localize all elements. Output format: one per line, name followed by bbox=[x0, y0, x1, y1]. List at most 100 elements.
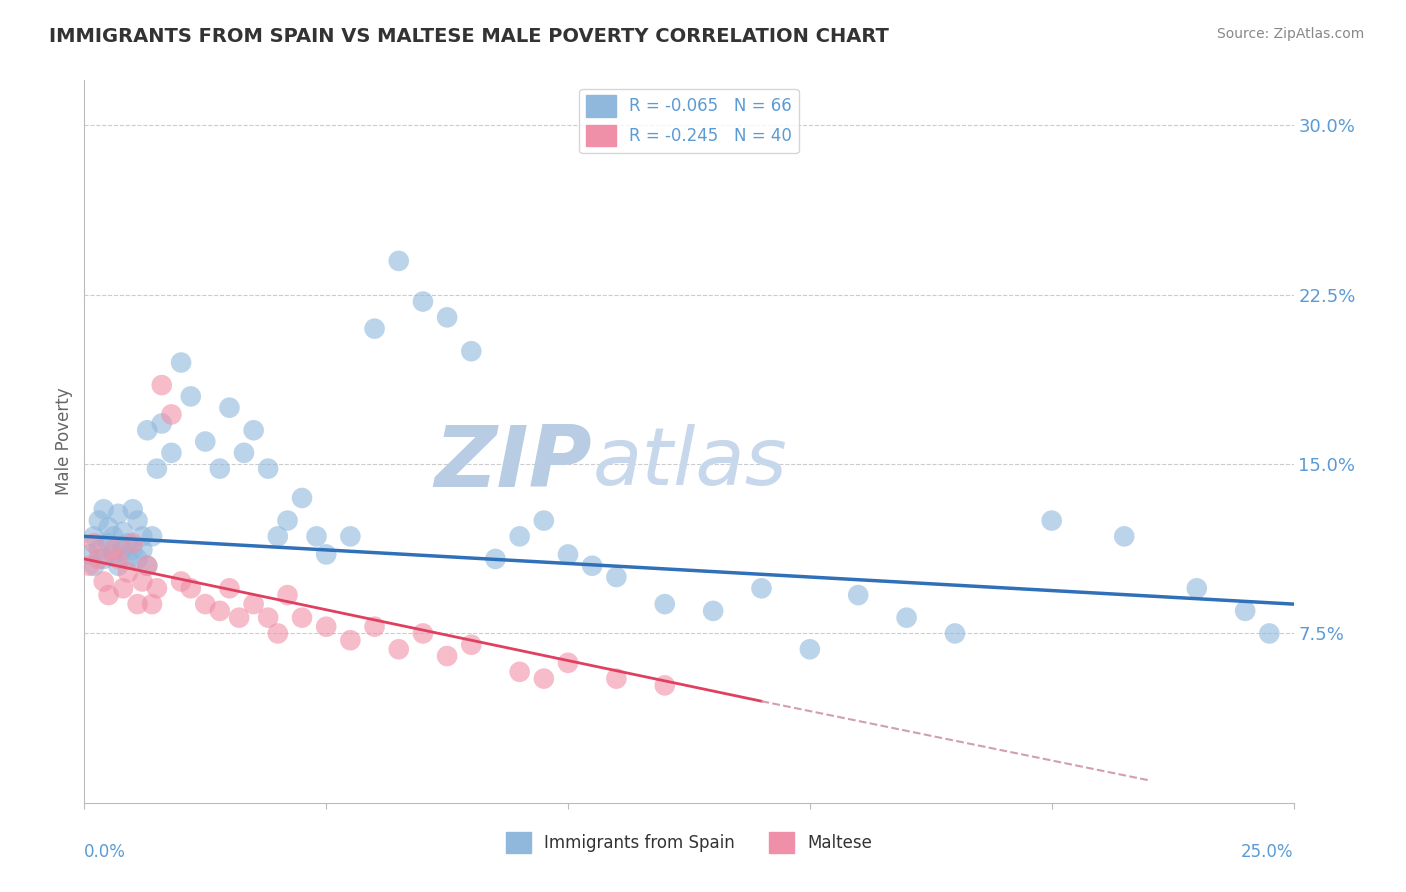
Point bbox=[103, 542, 125, 557]
Point bbox=[131, 542, 153, 557]
Point bbox=[150, 417, 173, 431]
Point bbox=[242, 423, 264, 437]
Point bbox=[83, 558, 105, 573]
Point bbox=[218, 401, 240, 415]
Point bbox=[605, 672, 627, 686]
Point bbox=[194, 434, 217, 449]
Point bbox=[557, 548, 579, 562]
Point bbox=[291, 491, 314, 505]
Point bbox=[315, 548, 337, 562]
Point bbox=[751, 582, 773, 596]
Point bbox=[509, 529, 531, 543]
Text: 25.0%: 25.0% bbox=[1241, 843, 1294, 861]
Point bbox=[93, 502, 115, 516]
Point bbox=[103, 548, 125, 562]
Point bbox=[97, 520, 120, 534]
Point bbox=[484, 552, 506, 566]
Point bbox=[436, 310, 458, 325]
Point bbox=[388, 253, 411, 268]
Point bbox=[315, 620, 337, 634]
Point bbox=[150, 378, 173, 392]
Point bbox=[1040, 514, 1063, 528]
Point bbox=[654, 597, 676, 611]
Point bbox=[127, 597, 149, 611]
Point bbox=[267, 529, 290, 543]
Point bbox=[117, 566, 139, 580]
Text: Source: ZipAtlas.com: Source: ZipAtlas.com bbox=[1216, 27, 1364, 41]
Point bbox=[436, 648, 458, 663]
Point bbox=[160, 446, 183, 460]
Point bbox=[112, 542, 135, 557]
Point bbox=[87, 542, 110, 557]
Point bbox=[127, 552, 149, 566]
Point bbox=[218, 582, 240, 596]
Point bbox=[228, 610, 250, 624]
Point bbox=[141, 529, 163, 543]
Text: ZIP: ZIP bbox=[434, 422, 592, 505]
Point bbox=[160, 408, 183, 422]
Point bbox=[93, 552, 115, 566]
Point bbox=[112, 524, 135, 539]
Point bbox=[112, 582, 135, 596]
Point bbox=[242, 597, 264, 611]
Point bbox=[131, 529, 153, 543]
Point bbox=[208, 461, 231, 475]
Point bbox=[146, 461, 169, 475]
Point bbox=[943, 626, 966, 640]
Point bbox=[257, 610, 280, 624]
Point bbox=[412, 626, 434, 640]
Point bbox=[107, 507, 129, 521]
Point bbox=[77, 548, 100, 562]
Point bbox=[412, 294, 434, 309]
Point bbox=[141, 597, 163, 611]
Point bbox=[581, 558, 603, 573]
Point bbox=[83, 536, 105, 550]
Point bbox=[509, 665, 531, 679]
Point bbox=[146, 582, 169, 596]
Point bbox=[121, 502, 143, 516]
Point bbox=[799, 642, 821, 657]
Point bbox=[208, 604, 231, 618]
Point bbox=[1258, 626, 1281, 640]
Text: atlas: atlas bbox=[592, 425, 787, 502]
Point bbox=[87, 514, 110, 528]
Point bbox=[388, 642, 411, 657]
Point bbox=[460, 344, 482, 359]
Point bbox=[194, 597, 217, 611]
Point bbox=[267, 626, 290, 640]
Point bbox=[1234, 604, 1257, 618]
Y-axis label: Male Poverty: Male Poverty bbox=[55, 388, 73, 495]
Point bbox=[180, 389, 202, 403]
Point bbox=[107, 552, 129, 566]
Point bbox=[103, 529, 125, 543]
Point bbox=[557, 656, 579, 670]
Point bbox=[121, 542, 143, 557]
Point bbox=[276, 514, 298, 528]
Point bbox=[702, 604, 724, 618]
Point bbox=[460, 638, 482, 652]
Point bbox=[363, 620, 385, 634]
Point bbox=[170, 574, 193, 589]
Point bbox=[339, 633, 361, 648]
Point bbox=[117, 552, 139, 566]
Point bbox=[605, 570, 627, 584]
Point bbox=[97, 536, 120, 550]
Point bbox=[276, 588, 298, 602]
Point bbox=[533, 672, 555, 686]
Point bbox=[121, 536, 143, 550]
Point bbox=[107, 558, 129, 573]
Point bbox=[896, 610, 918, 624]
Point bbox=[136, 423, 159, 437]
Point bbox=[170, 355, 193, 369]
Point bbox=[291, 610, 314, 624]
Point bbox=[136, 558, 159, 573]
Legend: Immigrants from Spain, Maltese: Immigrants from Spain, Maltese bbox=[499, 826, 879, 860]
Point bbox=[131, 574, 153, 589]
Point bbox=[180, 582, 202, 596]
Point bbox=[83, 529, 105, 543]
Point bbox=[1185, 582, 1208, 596]
Point bbox=[97, 588, 120, 602]
Point bbox=[363, 321, 385, 335]
Point bbox=[136, 558, 159, 573]
Point bbox=[533, 514, 555, 528]
